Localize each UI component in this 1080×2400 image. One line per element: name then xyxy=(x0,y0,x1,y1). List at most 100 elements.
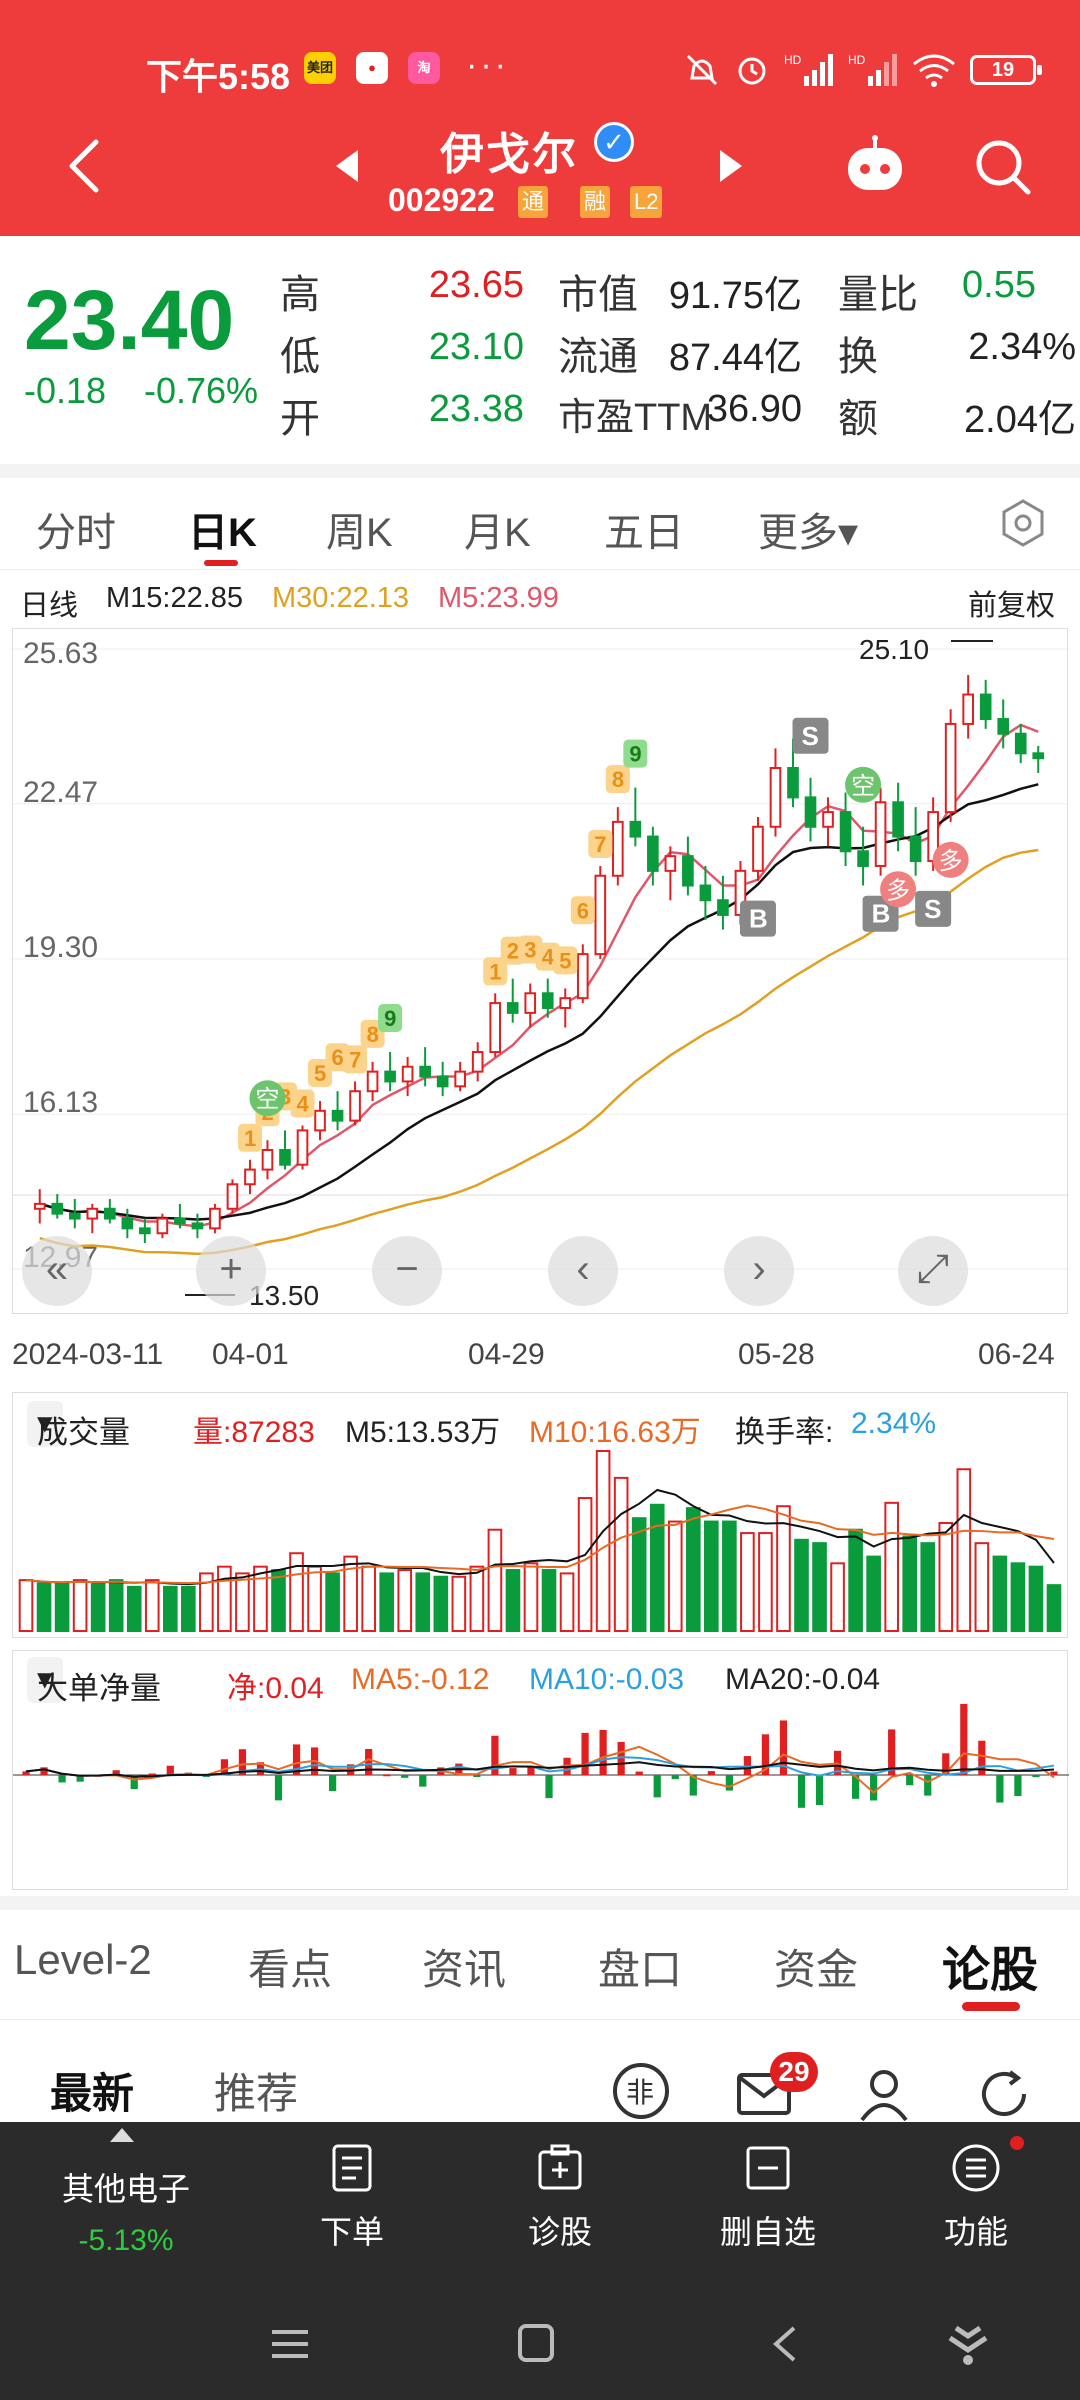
volume-bar xyxy=(902,1535,918,1632)
back-arrow-icon[interactable] xyxy=(64,136,104,196)
remove-watchlist-button[interactable]: 删自选 xyxy=(688,2142,848,2253)
volume-indicator-dropdown[interactable]: 成交量 ▾ xyxy=(27,1401,130,1450)
next-stock-button[interactable] xyxy=(720,150,742,182)
tab-intraday[interactable]: 分时 xyxy=(36,511,116,555)
tab-order-book[interactable]: 盘口 xyxy=(598,1946,683,1993)
subtab-latest[interactable]: 最新 xyxy=(50,2070,135,2117)
candle-body xyxy=(1032,752,1045,760)
fullscreen-button[interactable]: ⤢ xyxy=(898,1236,968,1306)
scroll-left-button[interactable]: ‹ xyxy=(548,1236,618,1306)
robot-assistant-icon[interactable] xyxy=(842,134,908,200)
zoom-out-button[interactable]: − xyxy=(372,1236,442,1306)
bottom-toolbar: 其他电子 -5.13% 下单 诊股 删自选 功能 xyxy=(0,2122,1080,2292)
volume-bar xyxy=(523,1562,539,1633)
net-flow-bar xyxy=(509,1768,517,1775)
label-volume-ratio: 量比 xyxy=(838,273,918,317)
volume-bar xyxy=(307,1565,322,1632)
net-flow-bar xyxy=(401,1775,409,1778)
big-order-panel[interactable]: 大单净量 ▾ 净:0.04 MA5:-0.12 MA10:-0.03 MA20:… xyxy=(12,1650,1069,1890)
turnover-rate: 2.34% xyxy=(851,1407,937,1440)
candle-body xyxy=(752,825,764,872)
candle-body xyxy=(962,693,974,725)
candle-body xyxy=(226,1183,239,1210)
net-flow-bar xyxy=(924,1775,932,1796)
menu-nav-icon[interactable] xyxy=(268,2324,312,2364)
scroll-left-fast-button[interactable]: « xyxy=(22,1236,92,1306)
mail-badge: 29 xyxy=(770,2052,818,2092)
net-flow-bar xyxy=(635,1771,643,1775)
active-tab-indicator xyxy=(204,560,238,566)
candle-body xyxy=(366,1070,379,1093)
tab-discussion[interactable]: 论股 xyxy=(942,1944,1039,1997)
tab-capital[interactable]: 资金 xyxy=(774,1946,859,1993)
flow-indicator-dropdown[interactable]: 大单净量 ▾ xyxy=(27,1657,161,1706)
volume-bar xyxy=(54,1582,70,1632)
td-count-badge xyxy=(343,1045,368,1074)
sector-name[interactable]: 其他电子 xyxy=(61,2171,190,2207)
assistant-nav-icon[interactable] xyxy=(946,2320,990,2368)
subtab-recommended[interactable]: 推荐 xyxy=(214,2070,299,2117)
candle-body xyxy=(86,1207,99,1220)
tab-more[interactable]: 更多▾ xyxy=(758,511,859,555)
volume-bar xyxy=(595,1450,611,1632)
refresh-icon[interactable] xyxy=(976,2066,1032,2122)
volume-bar xyxy=(613,1476,629,1632)
ma15-value: M15:22.85 xyxy=(106,582,244,614)
functions-button[interactable]: 功能 xyxy=(896,2136,1056,2253)
volume-bar xyxy=(18,1579,34,1632)
volume-bar xyxy=(289,1552,304,1633)
chart-settings-icon[interactable] xyxy=(998,498,1048,548)
label-open: 开 xyxy=(280,397,320,441)
tab-daily-k[interactable]: 日K xyxy=(188,511,257,555)
zoom-in-button[interactable]: + xyxy=(196,1236,266,1306)
prev-stock-button[interactable] xyxy=(336,150,358,182)
home-nav-icon[interactable] xyxy=(516,2322,556,2364)
net-flow-bar xyxy=(22,1771,30,1775)
value-amount: 2.04亿 xyxy=(964,399,1076,441)
post-icon[interactable]: 非 xyxy=(610,2060,672,2122)
net-flow-bar xyxy=(419,1775,427,1787)
scroll-right-button[interactable]: › xyxy=(724,1236,794,1306)
label-pe: 市盈TTM xyxy=(558,397,713,439)
buy-marker-label: B xyxy=(749,904,768,934)
candle-body xyxy=(769,767,782,828)
functions-icon xyxy=(952,2144,1000,2192)
tab-five-day[interactable]: 五日 xyxy=(604,511,684,555)
date-label: 05-28 xyxy=(738,1338,815,1371)
tab-level2[interactable]: Level-2 xyxy=(14,1936,152,1983)
diagnose-button[interactable]: 诊股 xyxy=(480,2142,640,2253)
expand-arrow-icon[interactable] xyxy=(110,2128,134,2142)
search-icon[interactable] xyxy=(972,136,1034,198)
net-flow-bar xyxy=(166,1765,174,1775)
volume-bar xyxy=(181,1585,196,1632)
back-nav-icon[interactable] xyxy=(766,2322,802,2366)
max-price-label: 25.10 xyxy=(859,634,929,665)
ma5-line xyxy=(39,723,1039,1228)
y-tick-label: 16.13 xyxy=(23,1086,98,1119)
td-count-badge xyxy=(378,1004,403,1033)
tab-monthly-k[interactable]: 月K xyxy=(464,511,531,555)
volume-m5: M5:13.53万 xyxy=(345,1416,501,1449)
volume-bar xyxy=(992,1555,1008,1633)
sell-marker-label: S xyxy=(802,721,819,751)
flow-ma20: MA20:-0.04 xyxy=(725,1663,881,1696)
volume-bar xyxy=(90,1582,106,1632)
tab-highlights[interactable]: 看点 xyxy=(248,1946,333,1993)
flow-svg xyxy=(13,1703,1069,1808)
buy-marker-label: B xyxy=(872,899,891,929)
adjust-mode[interactable]: 前复权 xyxy=(968,590,1056,622)
volume-indicator-name: 成交量 xyxy=(37,1415,130,1450)
date-label: 04-29 xyxy=(468,1338,545,1371)
stock-code: 002922 xyxy=(388,182,495,218)
tab-news[interactable]: 资讯 xyxy=(422,1946,507,1993)
turnover-label: 换手率: xyxy=(735,1416,834,1449)
y-tick-label: 25.63 xyxy=(23,637,98,670)
tab-weekly-k[interactable]: 周K xyxy=(326,511,393,555)
td-count-label: 2 xyxy=(507,939,519,964)
net-flow-bar xyxy=(870,1775,878,1801)
user-icon[interactable] xyxy=(856,2066,912,2122)
volume-panel[interactable]: 成交量 ▾ 量:87283 M5:13.53万 M10:16.63万 换手率: … xyxy=(12,1392,1068,1638)
order-button[interactable]: 下单 xyxy=(272,2142,432,2253)
svg-text:非: 非 xyxy=(626,2076,654,2109)
